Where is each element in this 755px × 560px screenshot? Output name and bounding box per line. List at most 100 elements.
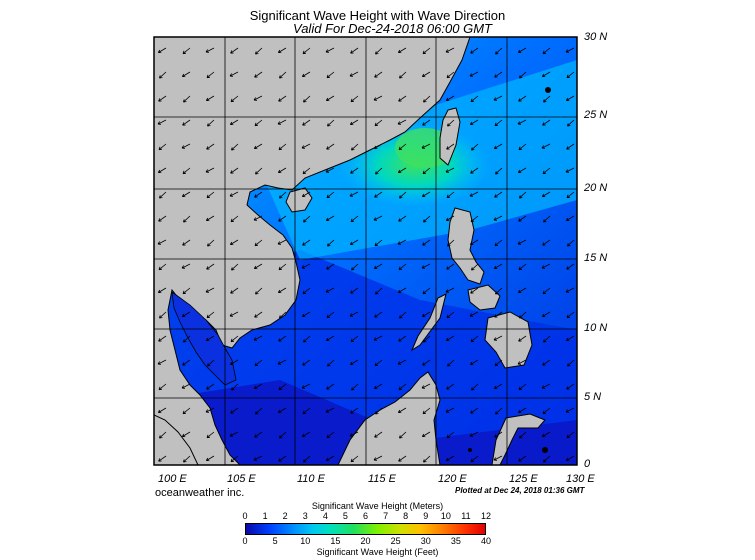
wave-arrow: [566, 311, 575, 319]
wave-arrow: [325, 407, 335, 413]
wave-arrow: [158, 263, 167, 271]
colorbar: [245, 523, 486, 535]
wave-arrow: [469, 119, 479, 125]
colorbar-feet-tick: 15: [330, 536, 341, 546]
wave-arrow: [159, 191, 167, 199]
wave-arrow: [518, 383, 527, 391]
wave-arrow: [469, 191, 479, 197]
wave-arrow: [494, 239, 503, 247]
colorbar-meters-tick: 5: [342, 511, 348, 521]
land-mindanao: [484, 311, 533, 369]
wave-arrow: [541, 71, 551, 77]
wave-arrow: [375, 167, 383, 175]
wave-arrow: [349, 359, 359, 365]
wave-arrow: [301, 71, 311, 77]
wave-arrow: [326, 191, 335, 199]
colorbar-meters-tick: 4: [322, 511, 328, 521]
wave-arrow: [302, 407, 311, 415]
wave-arrow: [398, 263, 407, 271]
credit-text: oceanweather inc.: [155, 487, 245, 499]
lat-label: 0: [584, 458, 591, 470]
wave-arrow: [566, 71, 575, 79]
wave-arrow: [374, 311, 383, 318]
wave-arrow: [205, 335, 215, 341]
lon-label: 105 E: [227, 473, 256, 485]
wave-arrow: [350, 167, 359, 174]
wave-arrow: [254, 431, 263, 438]
wave-arrow: [471, 383, 479, 391]
colorbar-meters-tick: 0: [242, 511, 248, 521]
wave-arrow: [302, 287, 311, 295]
wave-arrow: [493, 383, 503, 389]
wave-arrow: [542, 47, 551, 55]
wave-arrow: [397, 359, 407, 365]
wave-arrow: [565, 47, 575, 53]
wave-arrow: [494, 359, 503, 367]
wave-arrow: [542, 287, 551, 295]
wave-arrow: [445, 287, 455, 293]
wave-arrow: [205, 95, 215, 101]
wave-arrow: [277, 167, 287, 173]
wave-arrow: [519, 191, 527, 199]
wave-arrow: [349, 311, 359, 317]
wave-arrow: [422, 47, 431, 55]
wave-arrow: [230, 95, 239, 103]
colorbar-meters-title: Significant Wave Height (Meters): [311, 501, 444, 511]
wave-arrow: [301, 311, 311, 317]
wave-arrow: [326, 311, 335, 319]
wave-arrow: [373, 335, 383, 341]
wave-arrow: [423, 455, 431, 463]
wave-arrow: [447, 119, 455, 127]
wave-arrow: [230, 407, 239, 414]
wave-arrow: [181, 191, 191, 197]
wave-arrow: [254, 119, 263, 127]
map-subtitle: Valid For Dec-24-2018 06:00 GMT: [293, 21, 492, 36]
wave-arrow: [182, 239, 191, 246]
wave-arrow: [229, 431, 239, 437]
wave-arrow: [350, 47, 359, 54]
wave-arrow: [206, 191, 215, 199]
wave-arrow: [373, 263, 383, 269]
colorbar-meters-tick: 11: [461, 511, 471, 521]
wave-arrow: [253, 215, 263, 221]
land-palawan: [410, 293, 447, 352]
wave-arrow: [181, 71, 191, 77]
wave-arrow: [397, 119, 407, 125]
wave-arrow: [325, 95, 335, 101]
wave-arrow: [470, 95, 479, 103]
wave-arrow: [494, 431, 503, 438]
wave-arrow: [469, 239, 479, 245]
wave-arrow: [566, 431, 575, 439]
wave-arrow: [157, 407, 167, 413]
wave-arrow: [229, 119, 239, 125]
wave-arrow: [445, 167, 455, 173]
wave-arrow: [446, 191, 455, 199]
wave-arrow: [349, 431, 359, 437]
wave-arrow: [255, 287, 263, 295]
colorbar-meters-tick: 8: [403, 511, 409, 521]
colorbar-meters-tick: 2: [282, 511, 288, 521]
wave-arrow: [303, 455, 311, 463]
wave-arrow: [278, 335, 287, 342]
wave-arrow: [205, 47, 215, 53]
wave-arrow: [279, 71, 287, 79]
wave-arrow: [302, 47, 311, 55]
wave-arrow: [494, 119, 503, 127]
wave-arrow: [206, 383, 215, 390]
wave-arrow: [206, 311, 215, 319]
land-hainan: [285, 187, 313, 213]
wave-arrow: [207, 359, 215, 367]
wave-arrow: [325, 455, 335, 461]
wave-arrow: [325, 167, 335, 173]
wave-arrow: [255, 167, 263, 175]
wave-arrow: [230, 335, 239, 343]
wave-arrow: [351, 263, 359, 271]
colorbar-feet-tick: 40: [480, 536, 492, 546]
wave-arrow: [541, 311, 551, 317]
wave-arrow: [327, 239, 335, 247]
wave-arrow: [303, 95, 311, 103]
wave-arrow: [254, 311, 263, 318]
wave-arrow: [325, 215, 335, 221]
wave-arrow: [421, 431, 431, 437]
wave-arrow: [446, 311, 455, 319]
